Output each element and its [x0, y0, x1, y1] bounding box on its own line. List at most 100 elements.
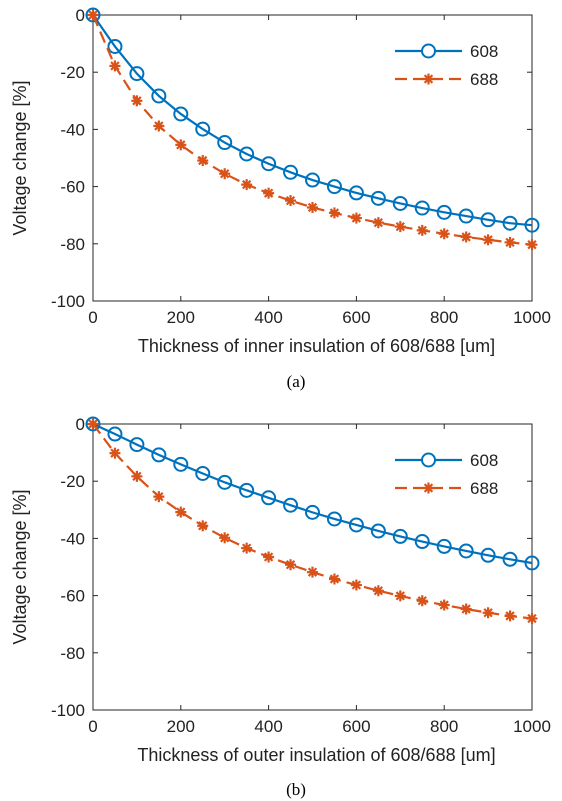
chart-b-y-tick-label: -40 [60, 529, 85, 548]
chart-a-x-axis-label: Thickness of inner insulation of 608/688… [138, 336, 495, 356]
chart-b-x-tick-label: 1000 [513, 717, 551, 736]
chart-a-series-688-point [394, 221, 406, 233]
chart-a-x-tick-label: 800 [430, 308, 458, 327]
chart-a-series-688-point [87, 9, 99, 21]
chart-b-series-688-point [241, 542, 253, 554]
chart-b-legend-marker-688 [423, 482, 434, 494]
chart-b-series-688-point [175, 506, 187, 518]
chart-b-series-608-point [326, 511, 342, 527]
chart-a-series-608-line [92, 14, 533, 227]
chart-a-series-608-point [151, 88, 167, 104]
chart-a-y-tick-label: -20 [60, 63, 85, 82]
chart-a-series-608-point [370, 190, 386, 206]
chart-a-series-688-point [285, 195, 297, 207]
chart-b-x-tick-label: 800 [430, 717, 458, 736]
chart-a-y-tick-label: 0 [76, 6, 85, 25]
chart-b-y-tick-label: -60 [60, 587, 85, 606]
chart-b-series-688-point [372, 585, 384, 597]
chart-b-x-tick-label: 400 [254, 717, 282, 736]
chart-a-series-688-point [372, 217, 384, 229]
chart-a-axes-box [92, 14, 533, 302]
chart-b-series-608-point [261, 490, 277, 506]
chart-b-axes-box [92, 423, 533, 711]
chart-b: (b) 0 200 400 600 800 1000 0 -20 -40 -60 -80 -100 Th… [10, 415, 551, 799]
chart-b-series-608-point [348, 517, 364, 533]
chart-a-series-608-point [261, 156, 277, 172]
chart-a-series-608-point [239, 146, 255, 162]
chart-a-series-608-point [348, 185, 364, 201]
chart-b-legend-label-688: 688 [470, 479, 498, 498]
chart-a-series-688-point [131, 95, 143, 107]
chart-a-series-688-point [153, 120, 165, 132]
chart-a-x-tick-label: 400 [254, 308, 282, 327]
chart-a-y-tick-label: -60 [60, 178, 85, 197]
chart-b-series-608-point [239, 482, 255, 498]
chart-a-y-tick-label: -80 [60, 235, 85, 254]
chart-b-series-608-point [151, 447, 167, 463]
chart-b-series-608-point [480, 547, 496, 563]
chart-b-series-688-point [482, 607, 494, 619]
chart-b-series-608-point [283, 497, 299, 513]
chart-b-series-688-point [328, 573, 340, 585]
chart-a-series-688-point [263, 187, 275, 199]
chart-a-series-688-point [219, 168, 231, 180]
chart-b-y-axis-label: Voltage change [%] [10, 489, 30, 644]
chart-a-x-tick-label: 600 [342, 308, 370, 327]
chart-a-series-688-point [307, 201, 318, 213]
chart-b-series-608-point [107, 426, 123, 442]
chart-a-y-tick-label: -100 [51, 292, 85, 311]
chart-a-legend-label-688: 688 [470, 70, 498, 89]
chart-a-series-608-point [195, 121, 211, 137]
chart-b-x-axis-label: Thickness of outer insulation of 608/688… [137, 745, 495, 765]
chart-a-series-608-point [502, 215, 518, 231]
chart-a-series-608-point [217, 135, 233, 151]
chart-b-series-688-point [526, 612, 538, 624]
chart-a-legend-marker-688 [423, 73, 434, 85]
chart-a-series-688-line [91, 14, 533, 246]
chart-a-series-608-point [458, 208, 474, 224]
chart-b-series-688-point [263, 551, 275, 563]
chart-b-series-688-point [87, 418, 99, 430]
chart-a-series-688-point [197, 155, 209, 167]
chart-a-x-tick-label: 0 [88, 308, 97, 327]
chart-a-y-tick-label: -40 [60, 120, 85, 139]
chart-a-series-688-point [328, 207, 340, 219]
chart-a-series-608-point [414, 200, 430, 216]
chart-b-y-tick-label: -20 [60, 472, 85, 491]
chart-a-legend-label-608: 608 [470, 42, 498, 61]
chart-b-legend-label-608: 608 [470, 451, 498, 470]
chart-b-series-608-point [195, 465, 211, 481]
chart-a-series-608-point [305, 172, 320, 188]
chart-a-series-608-point [392, 195, 408, 211]
chart-a-series-688-point [438, 228, 450, 240]
chart-b-x-tick-label: 200 [167, 717, 195, 736]
chart-b-series-608-point [129, 437, 145, 453]
chart-b-series-688-point [416, 595, 428, 607]
chart-b-series-688-point [350, 579, 362, 591]
chart-a-series-608-point [480, 212, 496, 228]
chart-a-series-688-point [241, 179, 253, 191]
chart-b-series-608-point [524, 555, 540, 571]
chart-b-series-608-point [217, 474, 233, 490]
chart-b-series-688-point [438, 599, 450, 611]
chart-b-series-608-point [414, 534, 430, 550]
chart-b-series-608-point [502, 551, 518, 567]
chart-b-x-tick-label: 0 [88, 717, 97, 736]
chart-b-series-688-line [92, 423, 533, 620]
chart-b-legend-marker-608 [421, 452, 436, 468]
chart-b-y-tick-label: -80 [60, 644, 85, 663]
chart-a-series-608-point [326, 179, 342, 195]
chart-a-series-608-point [107, 38, 123, 54]
chart-b-series-688-point [197, 520, 209, 532]
chart-a-caption: (a) [287, 372, 306, 391]
chart-a-series-688-point [416, 224, 428, 236]
chart-b-series-688-point [460, 603, 472, 615]
chart-b-series-688-point [504, 610, 516, 622]
chart-b-series-688-point [285, 559, 297, 571]
chart-b-series-688-point [219, 532, 231, 544]
chart-a-series-688-point [526, 239, 538, 251]
chart-b-y-tick-label: 0 [76, 415, 85, 434]
chart-a-series-688-point [460, 231, 472, 243]
chart-a-series-608-point [436, 204, 452, 220]
chart-b-series-608-point [458, 543, 474, 559]
